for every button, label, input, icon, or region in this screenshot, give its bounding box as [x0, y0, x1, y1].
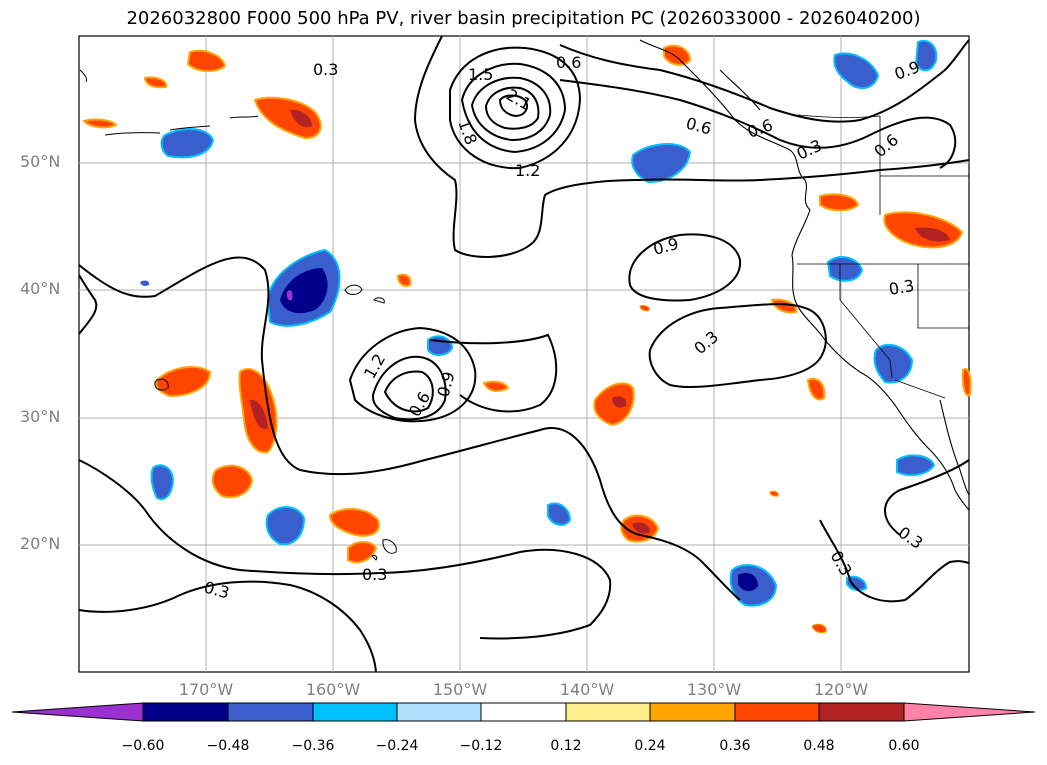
colorbar-segment [312, 702, 398, 722]
contour-label: 0.3 [887, 276, 915, 299]
contour-label: 1.2 [515, 161, 540, 180]
precip-pos-patch [819, 193, 860, 212]
lon-label-140w: 140°W [559, 680, 615, 699]
precip-pos-patch [347, 541, 378, 564]
precip-pos-core [915, 227, 950, 242]
lat-label-30n: 30°N [20, 407, 61, 426]
colorbar-tick: −0.12 [459, 738, 503, 754]
precip-pos-patch [253, 96, 322, 140]
precip-pos-patch [806, 377, 826, 401]
precip-neg-patch [914, 40, 938, 72]
lon-label-120w: 120°W [813, 680, 869, 699]
colorbar-tick: −0.24 [375, 738, 419, 754]
precip-pos-patch [82, 118, 118, 129]
lat-label-40n: 40°N [20, 279, 61, 298]
colorbar-segment [649, 702, 736, 722]
precip-neg-patch [150, 464, 175, 500]
precip-pos-patch [811, 623, 827, 634]
lon-label-150w: 150°W [432, 680, 488, 699]
precip-pos-patch [328, 508, 380, 537]
precip-neg-core [738, 573, 758, 592]
contour-label: 0.3 [313, 60, 338, 79]
colorbar-tick: 0.48 [803, 738, 835, 754]
precip-pos-patch [770, 298, 798, 314]
precip-pos-patch [769, 490, 779, 497]
map-frame [78, 35, 970, 673]
colorbar-segment [227, 702, 314, 722]
islands [79, 69, 397, 561]
precip-pos-patch [663, 44, 692, 66]
precip-pos-core [250, 399, 268, 430]
colorbar-tick: 0.36 [719, 738, 751, 754]
pv-contours [78, 35, 970, 673]
precip-neg-patch [265, 506, 306, 546]
precip-neg-patch [873, 343, 914, 384]
colorbar-high-extension [903, 702, 1036, 722]
colorbar-segment [142, 702, 229, 722]
precip-neg-patch [160, 128, 215, 159]
contour-label: 1.5 [468, 65, 493, 84]
precipitation-patches [82, 40, 972, 634]
precip-neg-patch [631, 143, 692, 184]
precip-pos-patch [211, 464, 254, 499]
precip-neg-core [280, 268, 328, 314]
precip-pos-patch [396, 273, 412, 287]
colorbar-segment [734, 702, 820, 722]
precip-pos-core [612, 396, 627, 408]
lon-label-160w: 160°W [305, 680, 361, 699]
coastline [639, 39, 970, 511]
colorbar [11, 702, 1036, 722]
precip-neg-patch [826, 255, 864, 282]
colorbar-segment [480, 702, 567, 722]
precip-pos-patch [482, 380, 510, 392]
political-borders [797, 114, 969, 399]
colorbar-tick: 0.24 [634, 738, 666, 754]
colorbar-tick: 0.12 [550, 738, 582, 754]
precip-neg-patch [896, 454, 936, 477]
precip-pos-patch [961, 368, 972, 397]
lon-label-170w: 170°W [178, 680, 234, 699]
lat-label-20n: 20°N [20, 534, 61, 553]
contour-label: 0.6 [556, 53, 581, 72]
precip-neg-peak [286, 290, 293, 301]
precip-neg-patch [427, 335, 454, 356]
lon-label-130w: 130°W [686, 680, 742, 699]
contour-label: 0.3 [362, 565, 387, 584]
colorbar-tick: 0.60 [888, 738, 920, 754]
precip-pos-patch [186, 49, 227, 72]
precip-pos-patch [143, 76, 168, 89]
lat-label-50n: 50°N [20, 152, 61, 171]
colorbar-tick: −0.48 [206, 738, 250, 754]
precip-neg-patch [140, 280, 150, 286]
precip-pos-core [290, 109, 312, 128]
colorbar-segment [818, 702, 905, 722]
colorbar-segment [396, 702, 482, 722]
precip-pos-patch [639, 305, 650, 312]
gridlines [79, 36, 969, 672]
precip-neg-patch [833, 52, 880, 90]
chart-title: 2026032800 F000 500 hPa PV, river basin … [126, 8, 921, 29]
precip-pos-core [632, 522, 650, 534]
colorbar-segment [565, 702, 651, 722]
colorbar-tick: −0.36 [291, 738, 335, 754]
colorbar-low-extension [11, 702, 144, 722]
precip-neg-patch [547, 502, 572, 526]
colorbar-tick: −0.60 [121, 738, 165, 754]
precip-neg-patch [846, 575, 868, 592]
